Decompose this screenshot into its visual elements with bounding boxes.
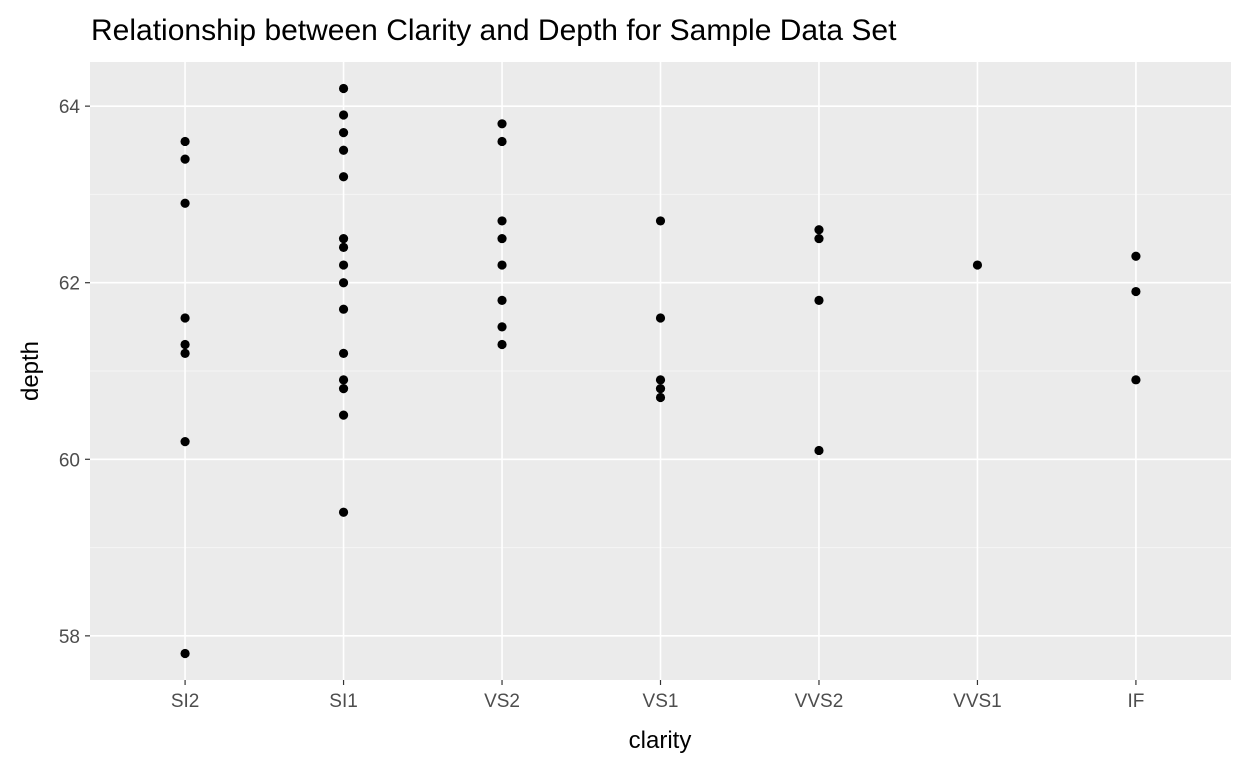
- data-point: [338, 384, 349, 394]
- y-tick-label: 60: [59, 450, 80, 471]
- y-tick-label: 62: [59, 274, 80, 295]
- data-point: [814, 445, 824, 456]
- data-point: [338, 410, 349, 420]
- data-point: [180, 339, 190, 350]
- data-point: [338, 233, 349, 244]
- data-point: [814, 295, 824, 305]
- y-tick-label: 64: [59, 97, 81, 118]
- data-point: [338, 304, 349, 314]
- data-point: [338, 278, 349, 288]
- data-point: [338, 375, 349, 385]
- x-tick-label: SI1: [329, 691, 358, 712]
- data-point: [497, 216, 507, 226]
- data-point: [338, 242, 349, 252]
- x-tick-label: VS2: [484, 691, 520, 712]
- data-point: [338, 110, 349, 120]
- x-tick-label: VVS2: [795, 691, 844, 712]
- data-point: [338, 83, 349, 94]
- data-point: [1131, 375, 1141, 385]
- data-point: [497, 322, 507, 332]
- data-point: [338, 128, 349, 138]
- x-axis-title: clarity: [629, 727, 692, 754]
- data-point: [814, 225, 824, 235]
- x-tick-label: SI2: [171, 691, 200, 712]
- data-point: [497, 295, 507, 305]
- data-point: [655, 384, 666, 394]
- data-points: [180, 83, 1141, 659]
- data-point: [1131, 286, 1141, 297]
- data-point: [338, 348, 349, 358]
- x-tick-label: VS1: [643, 691, 679, 712]
- data-point: [814, 233, 824, 244]
- x-tick-label: IF: [1127, 691, 1144, 712]
- data-point: [180, 136, 190, 147]
- data-point: [338, 260, 349, 270]
- data-point: [655, 313, 666, 323]
- data-point: [338, 145, 349, 155]
- data-point: [655, 375, 666, 385]
- y-tick-label: 58: [59, 627, 80, 648]
- major-gridlines: [90, 62, 1231, 680]
- data-point: [497, 260, 507, 270]
- y-axis-title: depth: [17, 341, 44, 401]
- data-point: [180, 437, 190, 447]
- y-axis: 58 60 62 64: [59, 97, 90, 648]
- data-point: [972, 260, 983, 270]
- data-point: [497, 339, 507, 350]
- chart-title: Relationship between Clarity and Depth f…: [91, 14, 897, 47]
- data-point: [338, 507, 349, 517]
- data-point: [180, 198, 190, 208]
- data-point: [180, 313, 190, 323]
- data-point: [180, 348, 190, 358]
- data-point: [655, 392, 666, 403]
- data-point: [497, 233, 507, 244]
- x-axis: SI2 SI1 VS2 VS1 VVS2 VVS1 IF: [171, 680, 1144, 712]
- x-tick-label: VVS1: [953, 691, 1002, 712]
- data-point: [655, 216, 666, 226]
- data-point: [338, 172, 349, 182]
- data-point: [180, 154, 190, 164]
- data-point: [180, 648, 190, 659]
- data-point: [1131, 251, 1141, 261]
- data-point: [497, 136, 507, 147]
- data-point: [497, 119, 507, 129]
